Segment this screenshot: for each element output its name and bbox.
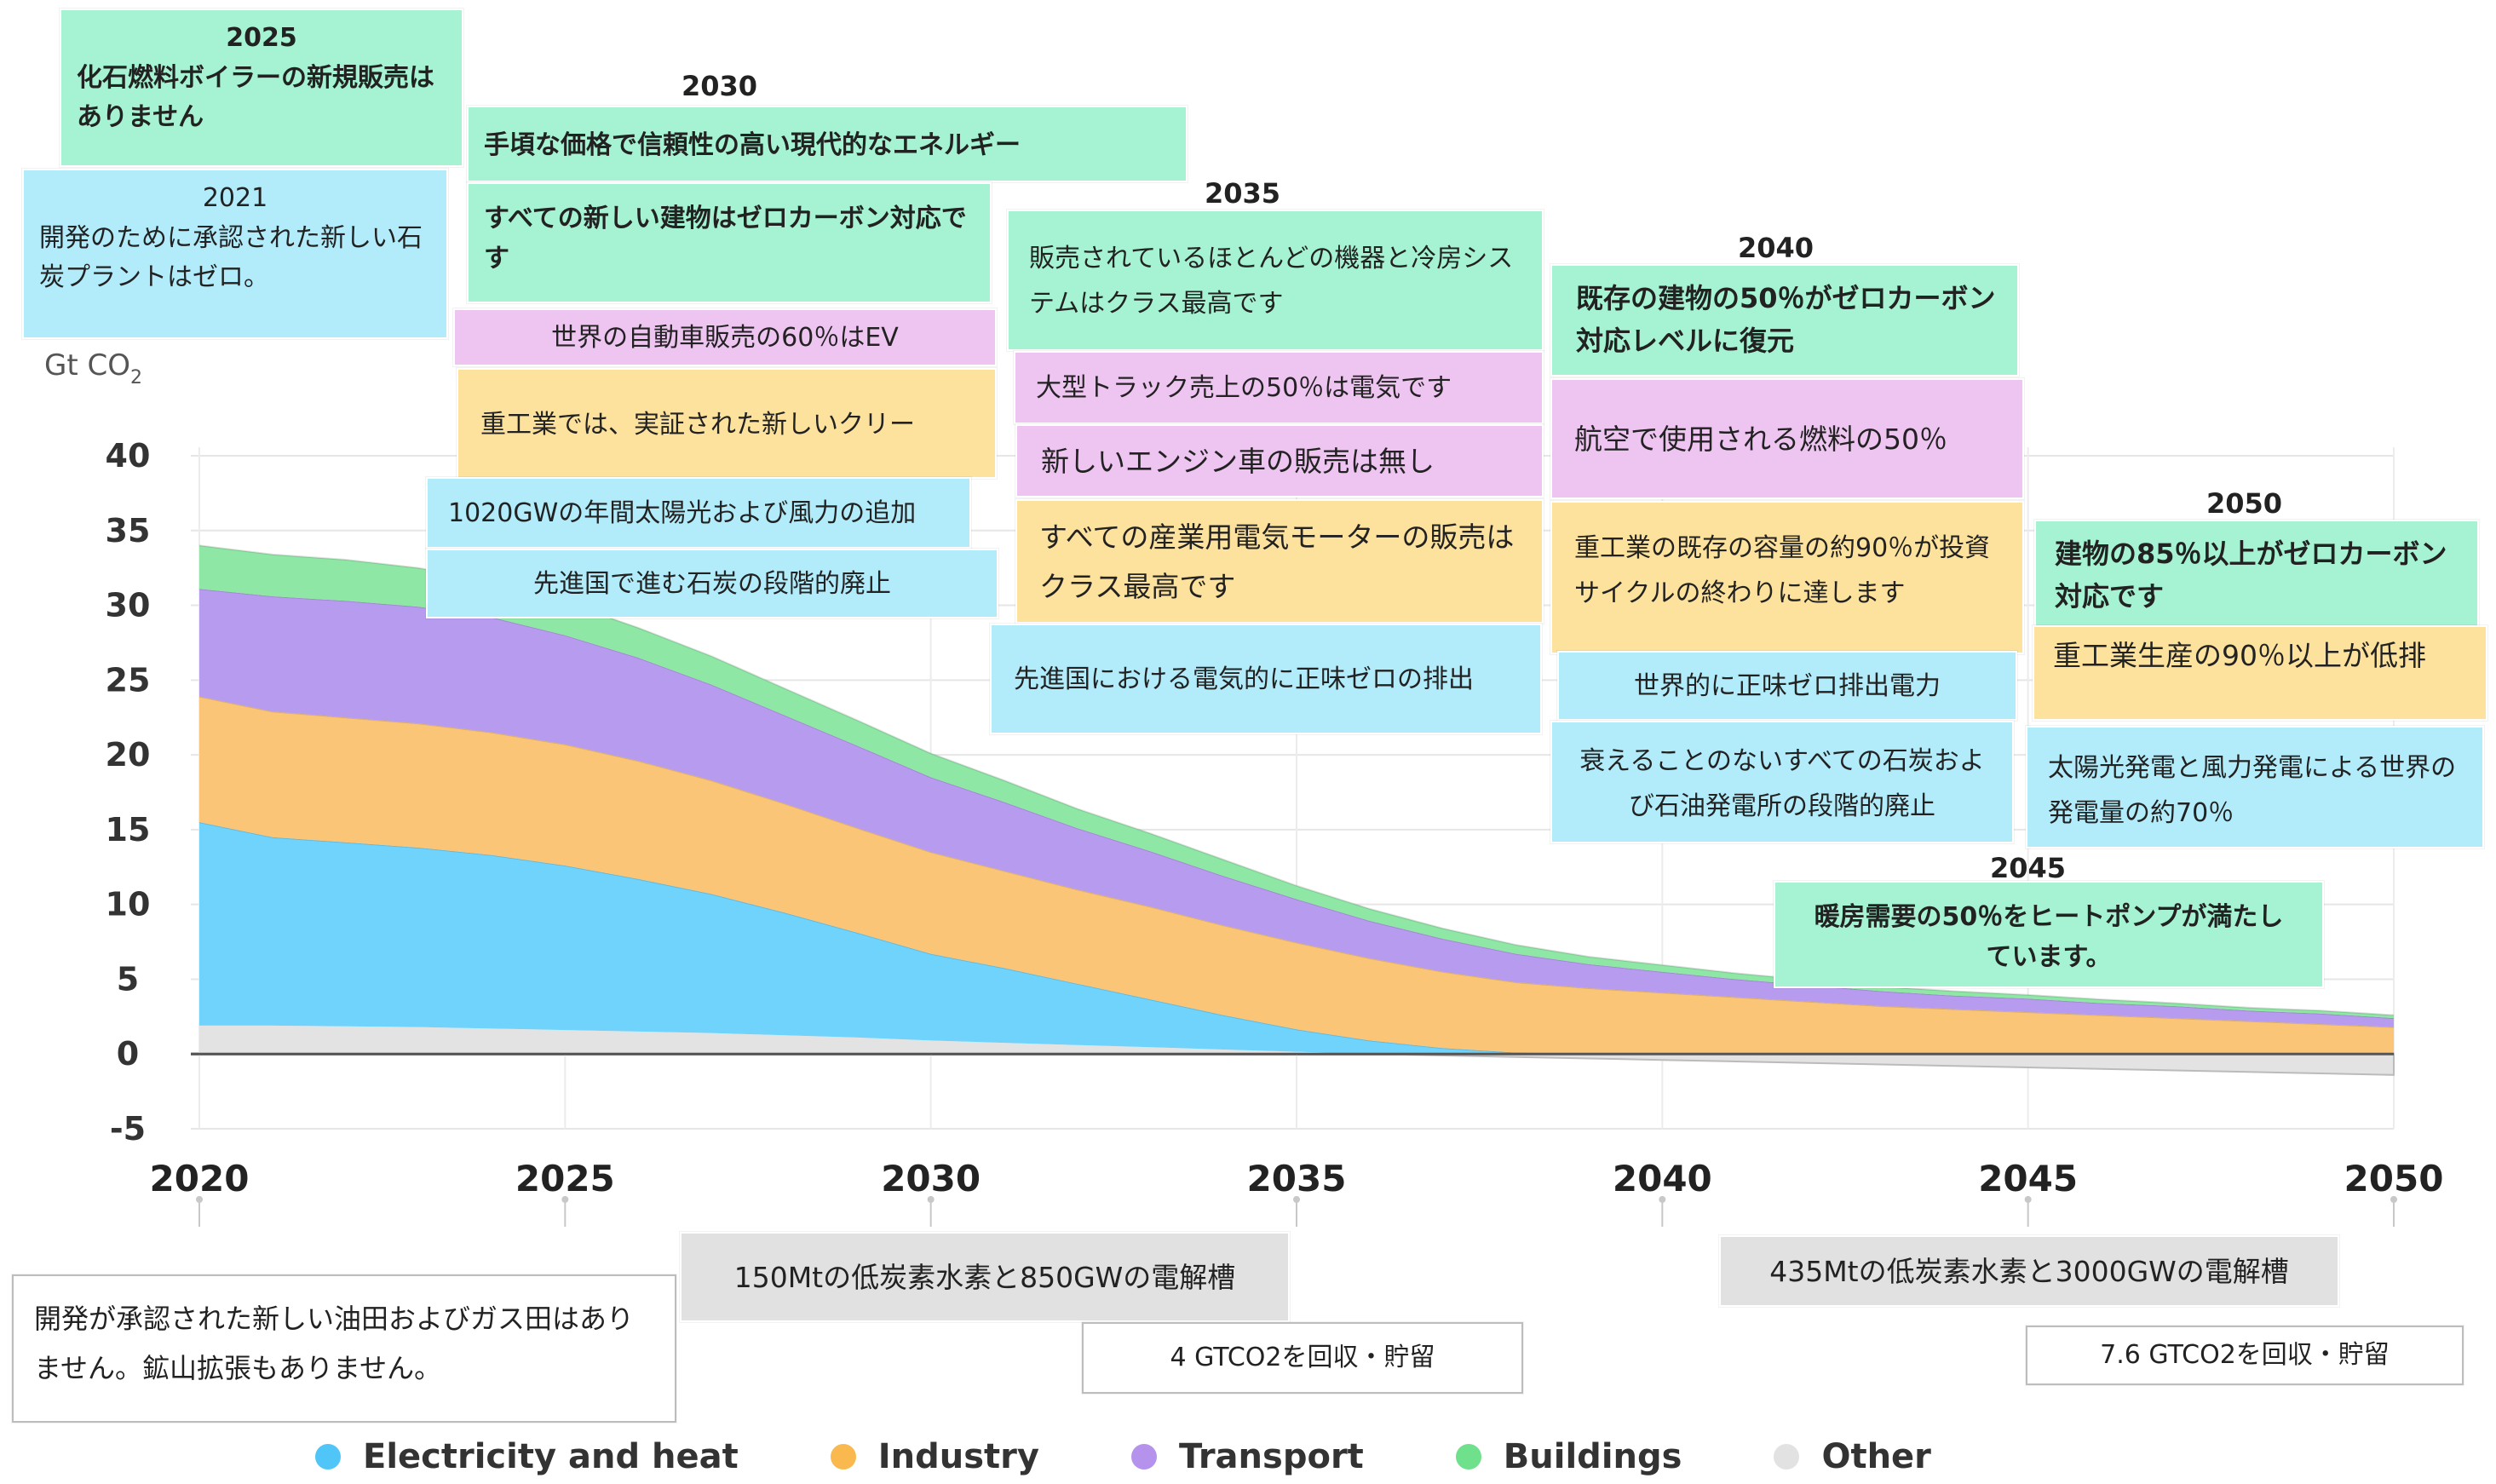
year-heading-2040: 2040 bbox=[1738, 232, 1814, 264]
legend-label-electricity: Electricity and heat bbox=[363, 1437, 739, 1476]
x-tick-dot bbox=[2024, 1196, 2032, 1203]
legend-item-electricity[interactable]: Electricity and heat bbox=[315, 1437, 739, 1476]
x-tick-label: 2030 bbox=[881, 1158, 981, 1199]
x-tick-dot bbox=[2390, 1196, 2397, 1203]
milestone-2050-solar: 太陽光発電と風力発電による世界の発電量の約70％ bbox=[2026, 726, 2484, 848]
milestone-2030-industry: 重工業では、実証された新しいクリー bbox=[457, 368, 997, 479]
legend-item-transport[interactable]: Transport bbox=[1130, 1437, 1364, 1476]
milestone-2025-text: 化石燃料ボイラーの新規販売はありません bbox=[77, 62, 434, 133]
milestone-2025-year: 2025 bbox=[226, 23, 297, 53]
milestone-2045-hydrogen: 435Mtの低炭素水素と3000GWの電解槽 bbox=[1719, 1235, 2339, 1307]
legend-swatch-buildings bbox=[1455, 1444, 1481, 1470]
y-tick-label: -5 bbox=[110, 1110, 146, 1148]
x-tick-label: 2045 bbox=[1978, 1158, 2078, 1199]
milestone-2021-coal: 2021 開発のために承認された新しい石炭プラントはゼロ。 bbox=[22, 169, 448, 339]
legend-swatch-transport bbox=[1130, 1444, 1157, 1470]
milestone-2035-ice: 新しいエンジン車の販売は無し bbox=[1015, 424, 1544, 498]
milestone-2050-buildings: 建物の85％以上がゼロカーボン対応です bbox=[2034, 520, 2479, 634]
milestone-2035-trucks: 大型トラック売上の50％は電気です bbox=[1014, 351, 1544, 424]
milestone-2035-ccs: 4 GTCO2を回収・貯留 bbox=[1082, 1322, 1523, 1394]
milestone-2030-hydrogen: 150Mtの低炭素水素と850GWの電解槽 bbox=[680, 1232, 1290, 1322]
year-heading-2045: 2045 bbox=[1990, 852, 2067, 884]
legend-item-industry[interactable]: Industry bbox=[830, 1437, 1039, 1476]
milestone-2021-oil-gas: 開発が承認された新しい油田およびガス田はありません。鉱山拡張もありません。 bbox=[12, 1274, 676, 1423]
milestone-2040-buildings: 既存の建物の50％がゼロカーボン対応レベルに復元 bbox=[1550, 264, 2019, 377]
x-tick-label: 2040 bbox=[1613, 1158, 1712, 1199]
chart-legend: Electricity and heat Industry Transport … bbox=[315, 1431, 2023, 1482]
year-heading-2050: 2050 bbox=[2206, 487, 2283, 520]
legend-swatch-electricity bbox=[315, 1444, 341, 1470]
y-tick-label: 0 bbox=[117, 1035, 139, 1073]
milestone-2045-heat: 暖房需要の50％をヒートポンプが満たしています。 bbox=[1774, 881, 2324, 988]
legend-label-industry: Industry bbox=[877, 1437, 1039, 1476]
legend-label-other: Other bbox=[1821, 1437, 1931, 1476]
x-tick-label: 2050 bbox=[2344, 1158, 2444, 1199]
legend-label-transport: Transport bbox=[1178, 1437, 1364, 1476]
milestone-2035-appliances: 販売されているほとんどの機器と冷房システムはクラス最高です bbox=[1007, 210, 1544, 351]
milestone-2030-ev: 世界の自動車販売の60％はEV bbox=[453, 308, 997, 366]
milestone-2035-motors: すべての産業用電気モーターの販売はクラス最高です bbox=[1015, 499, 1544, 624]
year-heading-2030: 2030 bbox=[682, 70, 758, 102]
milestone-2035-power: 先進国における電気的に正味ゼロの排出 bbox=[990, 624, 1542, 734]
y-tick-label: 25 bbox=[106, 661, 151, 699]
area-electricity-and-heat bbox=[199, 822, 2394, 1055]
milestone-2030-solar: 1020GWの年間太陽光および風力の追加 bbox=[426, 477, 971, 549]
legend-item-buildings[interactable]: Buildings bbox=[1455, 1437, 1682, 1476]
area-transport bbox=[199, 589, 2394, 1027]
milestone-2030-energy: 手頃な価格で信頼性の高い現代的なエネルギー bbox=[467, 106, 1188, 182]
y-axis-unit-subscript: 2 bbox=[130, 367, 142, 388]
area-other bbox=[199, 1025, 2394, 1055]
y-tick-label: 20 bbox=[106, 736, 151, 774]
legend-swatch-other bbox=[1774, 1444, 1800, 1470]
x-tick-dot bbox=[196, 1196, 203, 1203]
y-axis-unit-label: Gt CO2 bbox=[44, 348, 142, 388]
year-heading-2035: 2035 bbox=[1205, 177, 1281, 210]
x-tick-label: 2020 bbox=[150, 1158, 250, 1199]
milestone-2021-text: 開発のために承認された新しい石炭プラントはゼロ。 bbox=[39, 222, 423, 293]
milestone-2040-industry: 重工業の既存の容量の約90％が投資サイクルの終わりに達します bbox=[1550, 501, 2024, 654]
milestone-2040-aviation: 航空で使用される燃料の50％ bbox=[1550, 378, 2024, 499]
area-buildings bbox=[199, 545, 2394, 1019]
y-tick-label: 10 bbox=[106, 886, 151, 923]
milestone-2030-buildings: すべての新しい建物はゼロカーボン対応です bbox=[467, 182, 992, 303]
legend-swatch-industry bbox=[830, 1444, 856, 1470]
x-tick-label: 2035 bbox=[1247, 1158, 1347, 1199]
y-tick-label: 5 bbox=[117, 960, 139, 998]
y-tick-label: 35 bbox=[106, 512, 151, 549]
x-tick-dot bbox=[1293, 1196, 1300, 1203]
x-tick-label: 2025 bbox=[515, 1158, 615, 1199]
milestone-2050-ccs: 7.6 GTCO2を回収・貯留 bbox=[2026, 1326, 2464, 1385]
y-tick-label: 30 bbox=[106, 587, 151, 624]
legend-item-other[interactable]: Other bbox=[1774, 1437, 1931, 1476]
x-tick-dot bbox=[1659, 1196, 1666, 1203]
milestone-2030-coal: 先進国で進む石炭の段階的廃止 bbox=[426, 549, 998, 618]
x-tick-dot bbox=[927, 1196, 935, 1203]
milestone-2040-power: 世界的に正味ゼロ排出電力 bbox=[1557, 651, 2017, 721]
area-industry bbox=[199, 696, 2394, 1055]
milestone-2025-boilers: 2025 化石燃料ボイラーの新規販売はありません bbox=[60, 9, 463, 167]
x-tick-dot bbox=[561, 1196, 569, 1203]
milestone-2021-year: 2021 bbox=[202, 183, 268, 213]
milestone-2050-industry: 重工業生産の90％以上が低排 bbox=[2033, 625, 2487, 721]
y-tick-label: 40 bbox=[106, 437, 151, 475]
milestone-2040-coal: 衰えることのないすべての石炭および石油発電所の段階的廃止 bbox=[1550, 721, 2014, 843]
y-tick-label: 15 bbox=[106, 811, 151, 848]
legend-label-buildings: Buildings bbox=[1503, 1437, 1682, 1476]
